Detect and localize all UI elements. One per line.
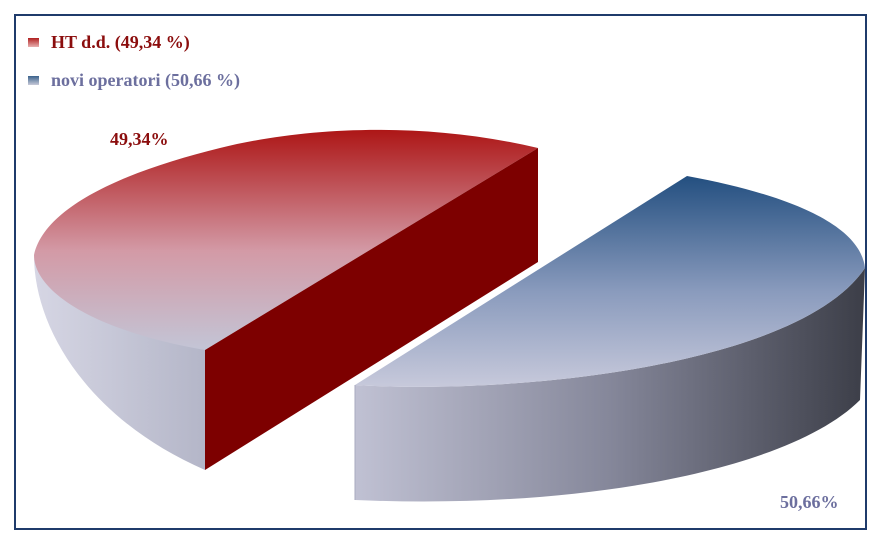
legend-label-novi: novi operatori (50,66 %) [51, 69, 240, 90]
legend-swatch-blue [28, 75, 39, 85]
pie-slice-ht-top [34, 129, 538, 350]
legend-item-ht: HT d.d. (49,34 %) [28, 30, 240, 54]
pie-slice-ht-cut-face [205, 148, 538, 470]
legend-label-ht: HT d.d. (49,34 %) [51, 31, 190, 52]
data-label-ht: 49,34% [110, 129, 169, 149]
pie-slice-ht-side [34, 255, 205, 470]
pie-slice-novi-top [355, 176, 865, 387]
legend-item-novi: novi operatori (50,66 %) [28, 68, 240, 92]
pie-slice-novi [354, 176, 865, 502]
data-label-novi: 50,66% [780, 492, 839, 512]
pie-slice-novi-side [355, 268, 865, 502]
legend-swatch-red [28, 37, 39, 47]
chart-legend: HT d.d. (49,34 %) novi operatori (50,66 … [28, 30, 240, 106]
pie-slice-ht [34, 129, 538, 470]
